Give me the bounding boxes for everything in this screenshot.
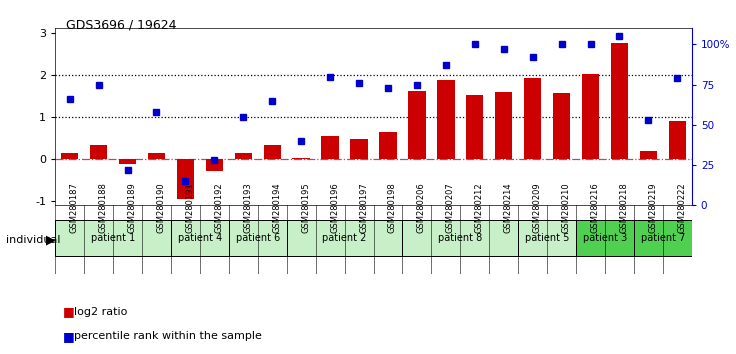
Text: GSM280206: GSM280206 [417,182,426,233]
Bar [205,159,223,171]
Bar [524,78,542,159]
Bar [634,220,692,256]
Text: GSM280187: GSM280187 [70,182,79,233]
Text: GSM280196: GSM280196 [330,182,339,233]
Text: GSM280222: GSM280222 [677,182,687,233]
Bar [90,145,107,159]
Text: patient 6: patient 6 [236,233,280,243]
Bar [229,220,287,256]
Bar [669,121,686,159]
Text: GSM280193: GSM280193 [244,182,252,233]
Text: percentile rank within the sample: percentile rank within the sample [74,331,261,341]
Text: GSM280194: GSM280194 [272,182,281,233]
Bar [55,220,171,256]
Text: ■: ■ [63,305,74,318]
Text: GSM280192: GSM280192 [214,182,223,233]
Text: GSM280207: GSM280207 [446,182,455,233]
Text: GSM280188: GSM280188 [99,182,107,233]
Bar [148,154,165,159]
Bar [466,95,484,159]
Text: GSM280198: GSM280198 [388,182,397,233]
Text: GSM280219: GSM280219 [648,182,657,233]
Bar [576,220,634,256]
Text: patient 4: patient 4 [178,233,222,243]
Text: GSM280209: GSM280209 [533,182,542,233]
Text: GSM280195: GSM280195 [301,182,310,233]
Bar [322,136,339,159]
Text: GSM280212: GSM280212 [475,182,484,233]
Text: GSM280189: GSM280189 [127,182,137,233]
Text: patient 1: patient 1 [91,233,135,243]
Bar [553,93,570,159]
Bar [403,220,518,256]
Bar [350,139,368,159]
Text: ■: ■ [63,330,74,343]
Bar [408,91,425,159]
Bar [287,220,403,256]
Text: GSM280214: GSM280214 [503,182,513,233]
Bar [61,153,78,159]
Text: patient 2: patient 2 [322,233,367,243]
Bar [640,152,657,159]
Text: GSM280210: GSM280210 [562,182,570,233]
Bar [118,159,136,165]
Bar [518,220,576,256]
Text: patient 7: patient 7 [641,233,685,243]
Text: GSM280191: GSM280191 [185,182,194,233]
Text: GSM280197: GSM280197 [359,182,368,233]
Text: patient 5: patient 5 [525,233,570,243]
Text: GSM280218: GSM280218 [620,182,629,233]
Text: GSM280190: GSM280190 [157,182,166,233]
Bar [177,159,194,199]
Text: GDS3696 / 19624: GDS3696 / 19624 [66,18,177,32]
Bar [235,153,252,159]
Text: GSM280216: GSM280216 [590,182,600,233]
Bar [495,92,512,159]
Text: individual: individual [6,235,60,245]
Text: patient 3: patient 3 [583,233,627,243]
Bar [379,132,397,159]
Bar [582,74,599,159]
Text: log2 ratio: log2 ratio [74,307,127,316]
Bar [292,158,310,159]
Bar [611,43,628,159]
Text: patient 8: patient 8 [438,233,483,243]
Bar [263,145,281,159]
Bar [171,220,229,256]
Bar [437,80,455,159]
Text: ▶: ▶ [46,234,55,246]
